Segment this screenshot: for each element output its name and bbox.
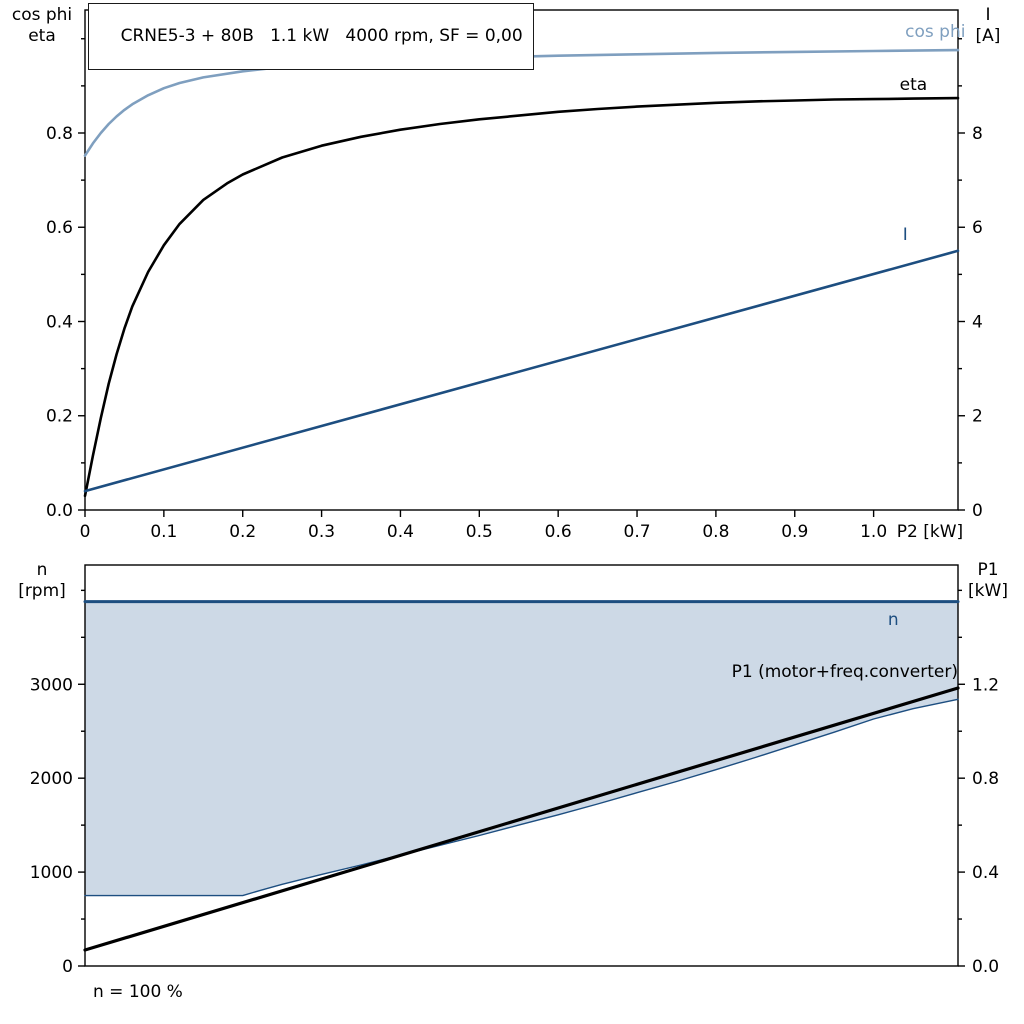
svg-text:3000: 3000 [30, 675, 73, 695]
svg-text:0.2: 0.2 [46, 407, 73, 427]
svg-text:[kW]: [kW] [968, 581, 1008, 601]
svg-text:0.4: 0.4 [972, 863, 999, 883]
svg-text:n = 100 %: n = 100 % [93, 982, 183, 1002]
svg-text:0.8: 0.8 [972, 769, 999, 789]
svg-text:0.0: 0.0 [46, 501, 73, 521]
svg-text:2: 2 [972, 407, 983, 427]
svg-text:[rpm]: [rpm] [18, 581, 66, 601]
svg-text:0.0: 0.0 [972, 957, 999, 977]
svg-text:eta: eta [900, 75, 928, 95]
svg-text:0: 0 [62, 957, 73, 977]
svg-text:0.9: 0.9 [781, 522, 808, 542]
svg-text:4: 4 [972, 312, 983, 332]
svg-text:0.2: 0.2 [229, 522, 256, 542]
svg-text:0.5: 0.5 [466, 522, 493, 542]
svg-text:0.1: 0.1 [150, 522, 177, 542]
svg-text:[A]: [A] [976, 26, 1001, 46]
svg-text:cos phi: cos phi [905, 22, 965, 42]
svg-text:P1 (motor+freq.converter): P1 (motor+freq.converter) [732, 662, 958, 682]
svg-text:6: 6 [972, 218, 983, 238]
svg-text:0.4: 0.4 [387, 522, 414, 542]
chart-title-box: CRNE5-3 + 80B 1.1 kW 4000 rpm, SF = 0,00 [88, 3, 534, 70]
svg-text:0.7: 0.7 [624, 522, 651, 542]
svg-text:0.6: 0.6 [46, 218, 73, 238]
svg-text:1000: 1000 [30, 863, 73, 883]
svg-text:cos phi: cos phi [12, 5, 72, 25]
svg-text:1.0: 1.0 [860, 522, 887, 542]
svg-text:0: 0 [80, 522, 91, 542]
svg-text:I: I [903, 225, 908, 245]
chart-title-text: CRNE5-3 + 80B 1.1 kW 4000 rpm, SF = 0,00 [120, 26, 523, 46]
svg-text:0.6: 0.6 [545, 522, 572, 542]
svg-text:eta: eta [28, 26, 56, 46]
svg-text:0.3: 0.3 [308, 522, 335, 542]
svg-text:0.8: 0.8 [46, 124, 73, 144]
svg-text:1.2: 1.2 [972, 675, 999, 695]
svg-text:0.8: 0.8 [702, 522, 729, 542]
svg-text:n: n [37, 560, 48, 580]
svg-text:0.4: 0.4 [46, 312, 73, 332]
svg-text:n: n [888, 610, 899, 630]
svg-text:P1: P1 [977, 560, 998, 580]
svg-text:8: 8 [972, 124, 983, 144]
svg-text:P2 [kW]: P2 [kW] [897, 522, 963, 542]
svg-text:2000: 2000 [30, 769, 73, 789]
svg-text:0: 0 [972, 501, 983, 521]
svg-text:I: I [985, 5, 990, 25]
